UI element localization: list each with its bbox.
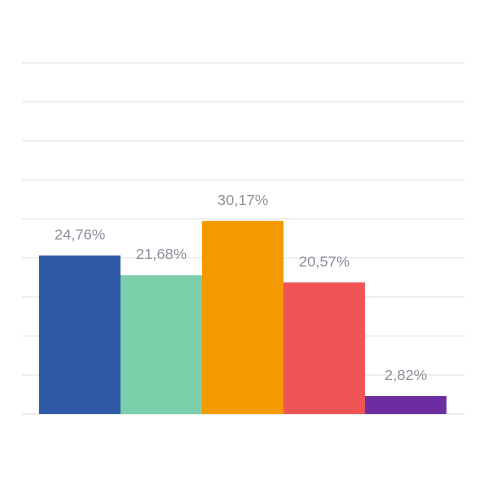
data-label: 21,68%: [136, 246, 187, 263]
bar: [365, 396, 447, 414]
data-label: 2,82%: [385, 367, 428, 384]
bar: [202, 220, 284, 414]
bars: [39, 220, 447, 414]
data-label: 30,17%: [217, 192, 268, 209]
bar: [39, 255, 121, 414]
bar: [283, 282, 365, 414]
bar: [120, 275, 202, 414]
data-label: 20,57%: [299, 253, 350, 270]
data-label: 24,76%: [54, 227, 105, 244]
data-labels: 24,76% 21,68% 30,17% 20,57% 2,82%: [54, 192, 427, 384]
